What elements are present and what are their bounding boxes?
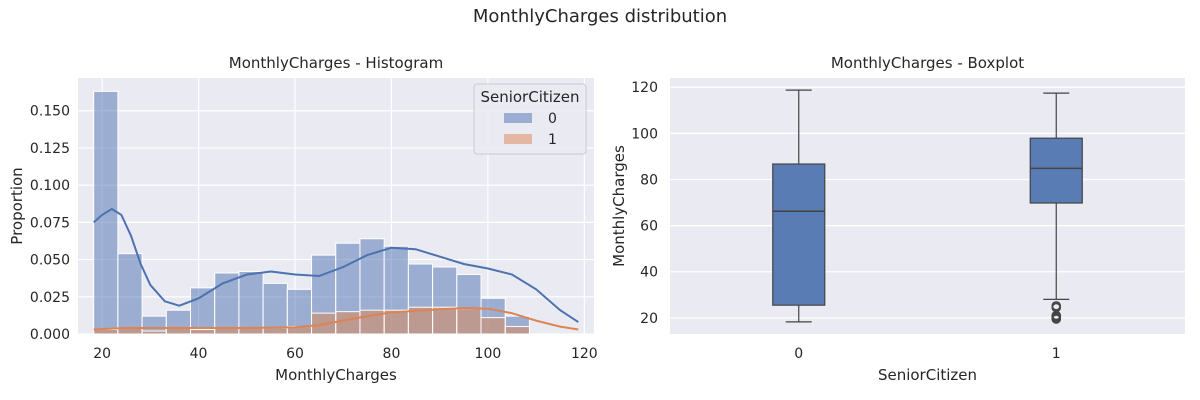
histogram-y-axis-label: Proportion [8, 167, 26, 244]
histogram-x-tick-label: 100 [475, 346, 502, 362]
histogram-bar-series-1 [335, 311, 361, 335]
histogram-x-axis-label: MonthlyCharges [275, 366, 397, 384]
histogram-y-tick-label: 0.000 [30, 327, 70, 343]
histogram-y-tick-label: 0.075 [30, 215, 70, 231]
histogram-y-tick-label: 0.050 [30, 253, 70, 269]
boxplot-x-axis-label: SeniorCitizen [878, 366, 977, 384]
boxplot-outlier-point [1051, 301, 1062, 311]
histogram-bar-series-1 [141, 330, 167, 335]
legend-label-series-0: 0 [548, 111, 557, 127]
kde-line-series-1 [93, 306, 579, 331]
histogram-bar-series-0 [238, 270, 264, 335]
histogram-y-tick-label: 0.125 [30, 141, 70, 157]
figure-title: MonthlyCharges distribution [472, 6, 728, 27]
boxplot-y-tick-label: 100 [631, 126, 658, 142]
legend-swatch-series-0 [504, 113, 532, 123]
histogram-bar-series-0 [262, 282, 288, 335]
histogram-bar-series-1 [480, 317, 506, 335]
histogram-bar-series-1 [456, 308, 482, 335]
histogram-x-tick-label: 20 [93, 346, 111, 362]
histogram-y-tick-label: 0.150 [30, 104, 70, 120]
boxplot-y-tick-label: 80 [640, 172, 658, 188]
histogram-x-tick-label: 60 [286, 346, 304, 362]
histogram-y-tick-label: 0.100 [30, 178, 70, 194]
histogram-x-tick-label: 40 [190, 346, 208, 362]
boxplot-y-tick-label: 120 [631, 80, 658, 96]
boxplot-y-tick-label: 20 [640, 311, 658, 327]
boxplot-title: MonthlyCharges - Boxplot [831, 54, 1024, 72]
legend-title: SeniorCitizen [480, 88, 579, 106]
histogram-x-tick-label: 120 [571, 346, 598, 362]
histogram-bar-series-1 [504, 326, 530, 335]
boxplot-plot-area [670, 78, 1185, 334]
boxplot-y-axis-label: MonthlyCharges [610, 145, 628, 267]
legend-swatch-series-1 [504, 134, 532, 144]
boxplot-box-1 [1029, 137, 1083, 204]
histogram-bar-series-1 [262, 327, 288, 335]
boxplot-x-tick-label: 0 [794, 346, 803, 362]
histogram-y-tick-label: 0.025 [30, 290, 70, 306]
histogram-title: MonthlyCharges - Histogram [229, 54, 443, 72]
boxplot-y-tick-label: 60 [640, 219, 658, 235]
histogram-x-tick-label: 80 [383, 346, 401, 362]
histogram-bar-series-0 [117, 253, 143, 335]
histogram-bar-series-1 [190, 329, 216, 335]
boxplot-y-tick-label: 40 [640, 265, 658, 281]
legend-label-series-1: 1 [548, 132, 557, 148]
histogram-bar-series-1 [432, 306, 458, 335]
boxplot-x-tick-label: 1 [1052, 346, 1061, 362]
kde-line-series-0 [93, 207, 579, 323]
boxplot-box-0 [772, 163, 826, 306]
